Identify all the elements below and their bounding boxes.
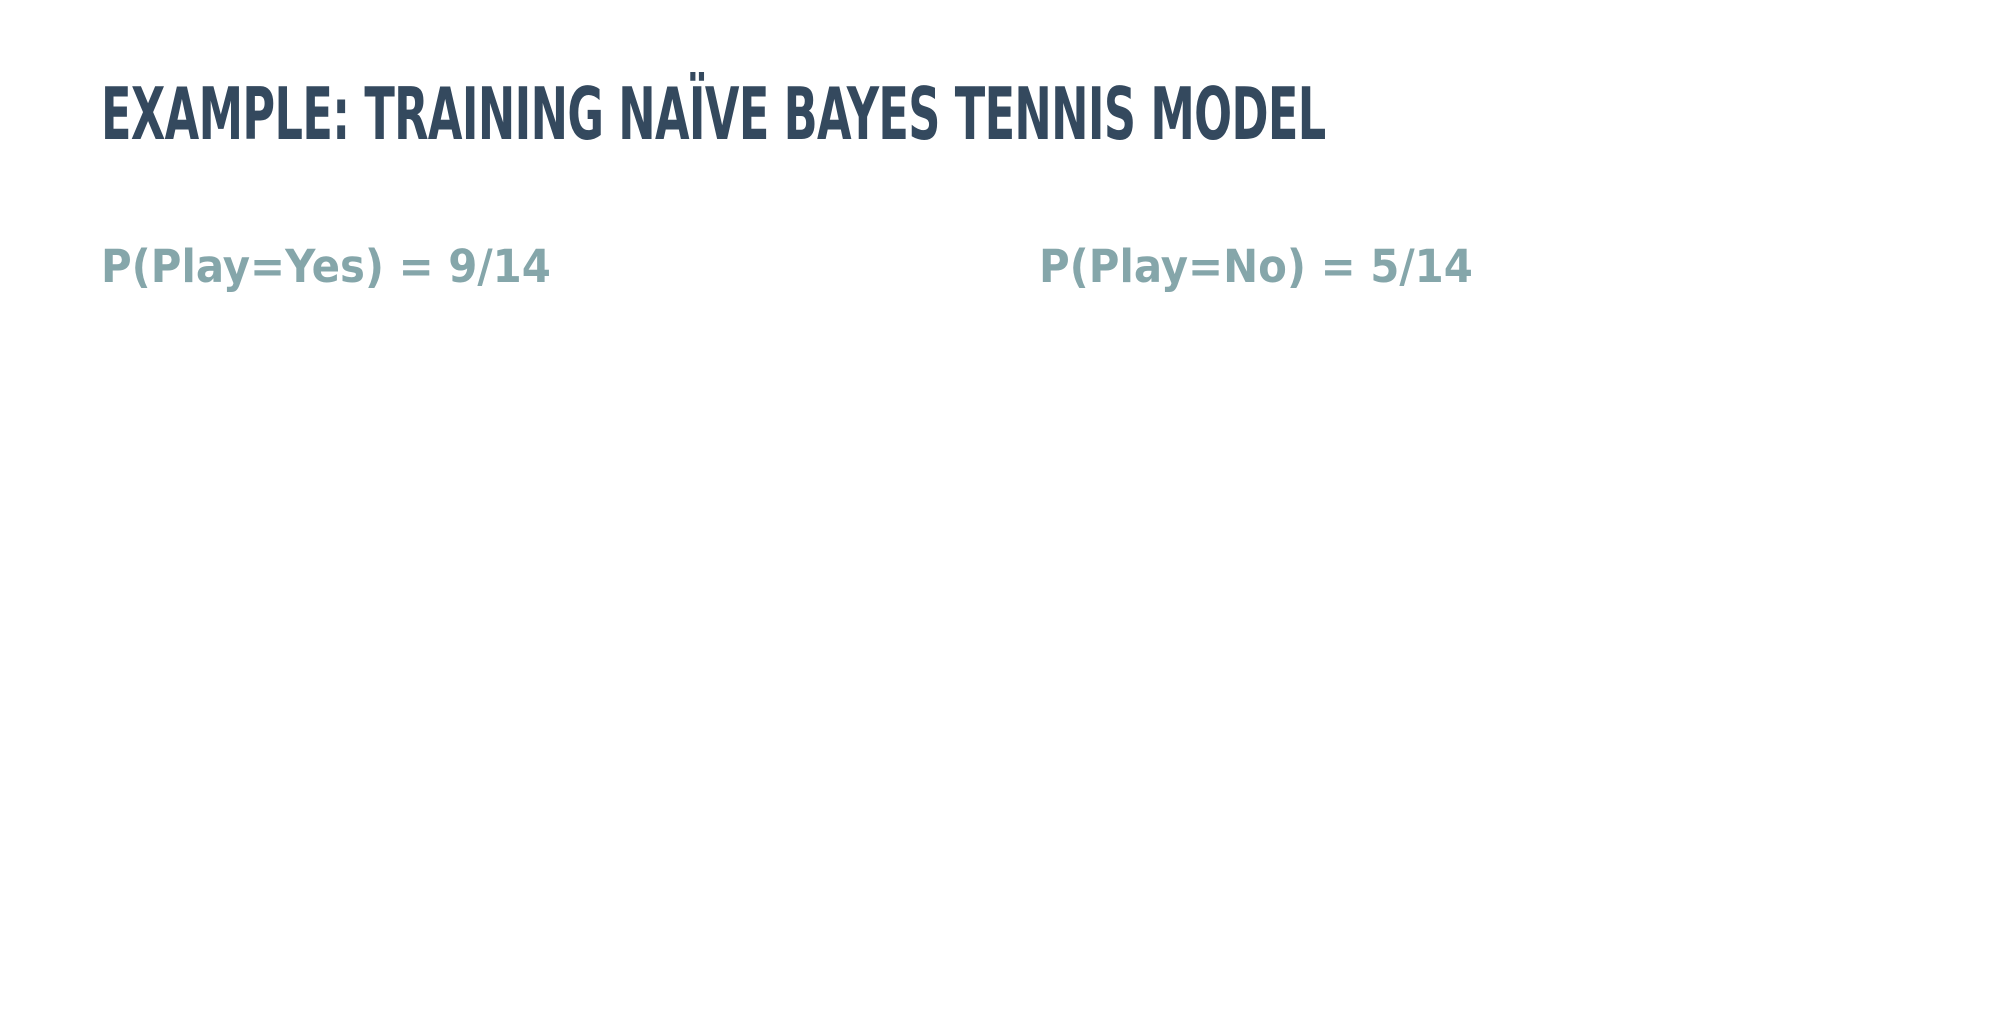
prior-play-no: P(Play=No) = 5/14 bbox=[1039, 240, 1473, 293]
slide-title: Example: Training Naïve Bayes Tennis Mod… bbox=[101, 72, 1326, 156]
prior-play-yes: P(Play=Yes) = 9/14 bbox=[101, 240, 551, 293]
